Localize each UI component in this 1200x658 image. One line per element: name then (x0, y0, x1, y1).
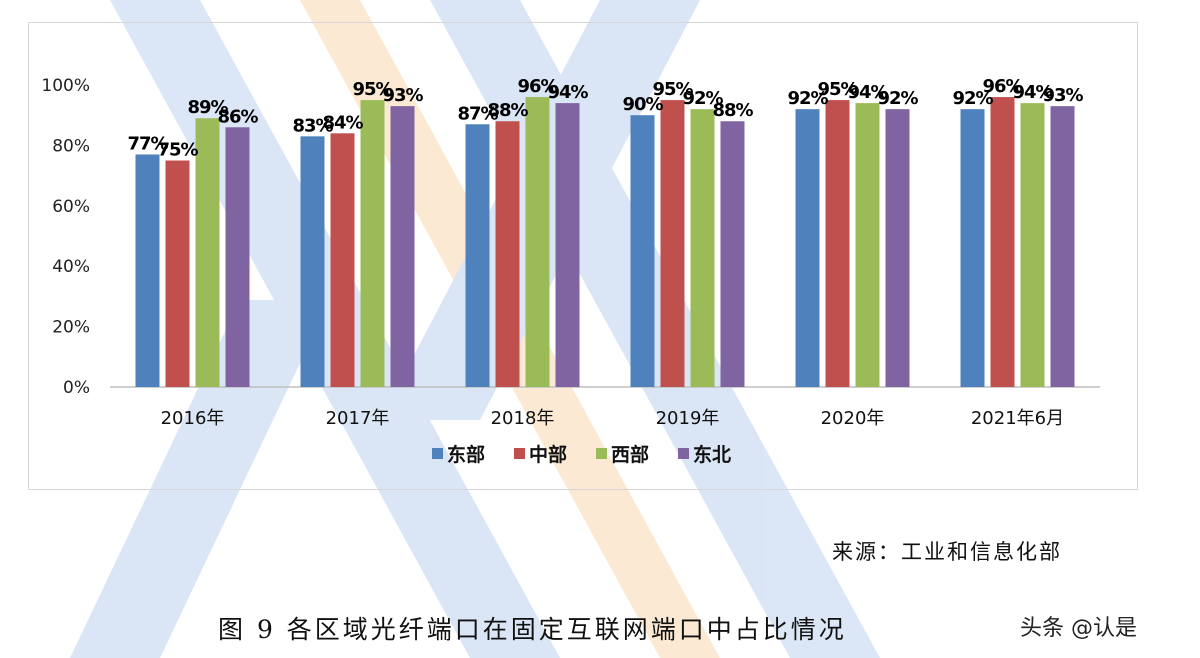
data-label: 87% (457, 103, 498, 124)
legend: 东部 中部 西部 东北 (432, 443, 731, 466)
data-label: 94% (1012, 82, 1053, 103)
bar-4-2 (390, 106, 415, 387)
x-category-label: 2021年6月 (971, 408, 1064, 429)
bar-2-2 (330, 133, 355, 387)
data-label: 88% (487, 100, 528, 121)
chart-frame (28, 22, 1138, 490)
data-label: 93% (382, 85, 423, 106)
data-label: 86% (217, 106, 258, 127)
y-tick-label: 40% (52, 257, 90, 277)
x-category-label: 2016年 (161, 408, 225, 429)
y-tick-label: 20% (52, 318, 90, 338)
bar-1-2 (300, 136, 325, 387)
bar-4-4 (720, 121, 745, 388)
data-label: 88% (712, 100, 753, 121)
data-label: 94% (847, 82, 888, 103)
bar-1-3 (465, 124, 490, 387)
x-category-label: 2020年 (821, 408, 885, 429)
bar-1-1 (135, 154, 160, 387)
bar-2-1 (165, 160, 190, 387)
data-label: 92% (952, 88, 993, 109)
y-tick-label: 0% (63, 378, 90, 398)
data-label: 92% (877, 88, 918, 109)
bar-2-5 (825, 100, 850, 387)
bar-3-2 (360, 100, 385, 387)
bars-group (135, 97, 1075, 388)
data-label: 93% (1042, 85, 1083, 106)
y-axis: 0% 20% 40% 60% 80% 100% (41, 76, 90, 398)
bar-4-5 (885, 109, 910, 387)
y-tick-label: 60% (52, 197, 90, 217)
bar-3-1 (195, 118, 220, 387)
legend-swatch (678, 448, 689, 459)
bar-4-6 (1050, 106, 1075, 387)
bar-3-4 (690, 109, 715, 387)
data-label: 84% (322, 112, 363, 133)
x-category-label: 2017年 (326, 408, 390, 429)
bar-1-6 (960, 109, 985, 387)
bar-3-6 (1020, 103, 1045, 388)
x-axis-categories: 2016年 2017年 2018年 2019年 2020年 2021年6月 (161, 408, 1065, 429)
credit-watermark: 头条 @认是 (1020, 616, 1137, 641)
data-labels-group: 77%75%89%86% 83%84%95%93%87%88%96%94%90%9… (127, 76, 1084, 161)
data-label: 89% (187, 97, 228, 118)
data-label: 92% (682, 88, 723, 109)
data-label: 90% (622, 94, 663, 115)
bar-1-5 (795, 109, 820, 387)
figure-caption: 图 9 各区域光纤端口在固定互联网端口中占比情况 (218, 615, 847, 644)
legend-swatch (432, 448, 443, 459)
legend-swatch (514, 448, 525, 459)
data-label: 96% (982, 76, 1023, 97)
bar-2-4 (660, 100, 685, 387)
y-tick-label: 100% (41, 76, 90, 96)
bar-3-5 (855, 103, 880, 388)
legend-label: 东北 (693, 443, 731, 466)
legend-label: 东部 (447, 443, 485, 466)
legend-label: 西部 (611, 443, 649, 466)
legend-swatch (596, 448, 607, 459)
x-category-label: 2019年 (656, 408, 720, 429)
data-label: 95% (352, 79, 393, 100)
data-label: 92% (787, 88, 828, 109)
bar-3-3 (525, 97, 550, 387)
x-category-label: 2018年 (491, 408, 555, 429)
data-label: 83% (292, 115, 333, 136)
source-note: 来源：工业和信息化部 (832, 540, 1062, 564)
y-tick-label: 80% (52, 136, 90, 156)
bar-4-1 (225, 127, 250, 387)
data-label: 96% (517, 76, 558, 97)
data-label: 77% (127, 133, 168, 154)
legend-label: 中部 (529, 443, 567, 466)
bar-1-4 (630, 115, 655, 387)
data-label: 95% (817, 79, 858, 100)
data-label: 75% (157, 140, 198, 161)
bar-2-3 (495, 121, 520, 388)
bar-4-3 (555, 103, 580, 388)
data-label: 95% (652, 79, 693, 100)
bar-2-6 (990, 97, 1015, 387)
data-label: 94% (547, 82, 588, 103)
